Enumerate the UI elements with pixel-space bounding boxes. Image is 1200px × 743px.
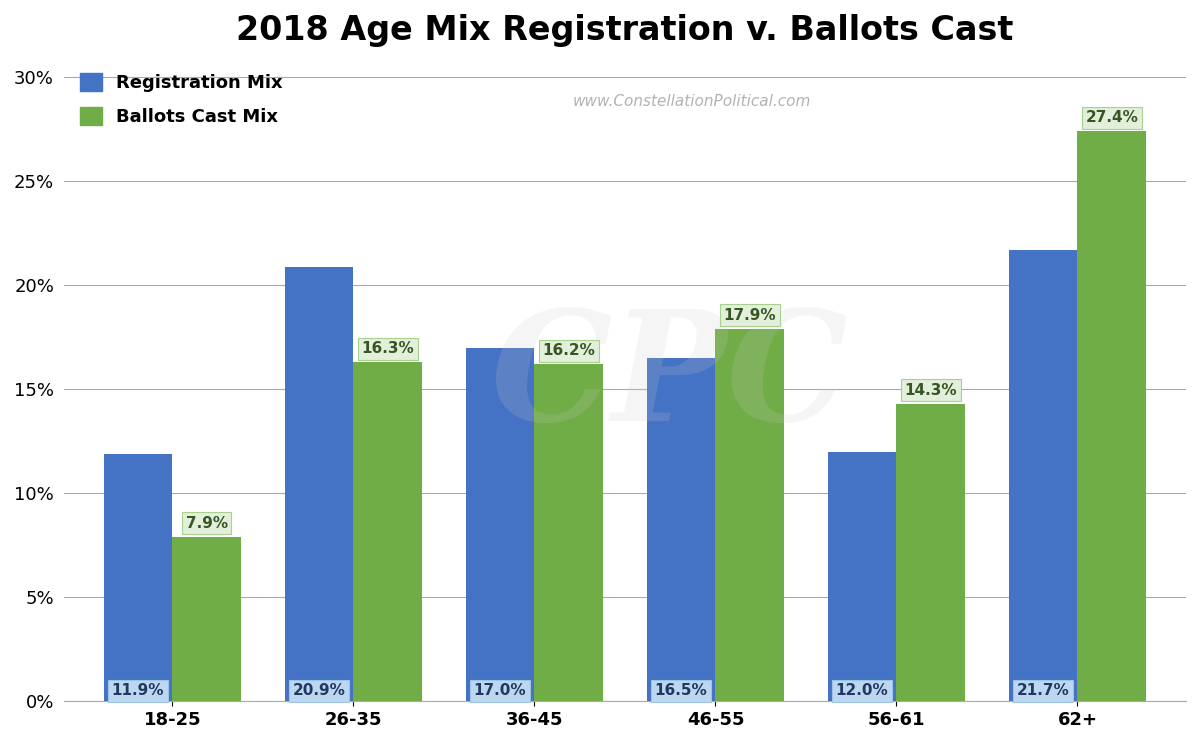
Bar: [173, 537, 241, 701]
Bar: [647, 358, 715, 701]
Bar: [715, 329, 785, 701]
Title: 2018 Age Mix Registration v. Ballots Cast: 2018 Age Mix Registration v. Ballots Cas…: [236, 14, 1014, 47]
Bar: [466, 348, 534, 701]
Text: 14.3%: 14.3%: [905, 383, 958, 398]
Text: 7.9%: 7.9%: [186, 516, 228, 531]
Text: 17.0%: 17.0%: [474, 684, 527, 698]
Bar: [1078, 132, 1146, 701]
Text: 16.5%: 16.5%: [655, 684, 708, 698]
Legend: Registration Mix, Ballots Cast Mix: Registration Mix, Ballots Cast Mix: [73, 65, 290, 133]
Text: www.ConstellationPolitical.com: www.ConstellationPolitical.com: [574, 94, 811, 109]
Bar: [1009, 250, 1078, 701]
Bar: [284, 267, 353, 701]
Text: 16.2%: 16.2%: [542, 343, 595, 358]
Bar: [896, 404, 965, 701]
Bar: [353, 363, 422, 701]
Text: 11.9%: 11.9%: [112, 684, 164, 698]
Bar: [534, 364, 604, 701]
Text: 21.7%: 21.7%: [1016, 684, 1069, 698]
Bar: [103, 454, 173, 701]
Text: 27.4%: 27.4%: [1086, 110, 1139, 126]
Text: 12.0%: 12.0%: [835, 684, 888, 698]
Text: 17.9%: 17.9%: [724, 308, 776, 322]
Text: 16.3%: 16.3%: [361, 341, 414, 356]
Text: CPC: CPC: [491, 305, 848, 453]
Bar: [828, 452, 896, 701]
Text: 20.9%: 20.9%: [293, 684, 346, 698]
